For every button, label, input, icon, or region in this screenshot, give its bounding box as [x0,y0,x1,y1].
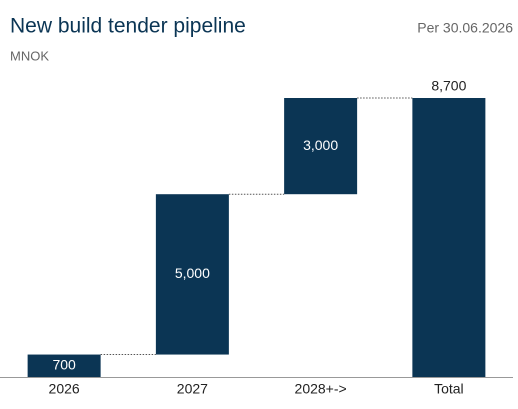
date-note: Per 30.06.2026 [417,20,513,36]
bar [284,98,358,195]
chart-title: New build tender pipeline [10,15,246,38]
value-label: 700 [52,356,76,372]
bar [412,98,486,377]
bar [27,354,101,377]
value-label: 8,700 [431,78,466,94]
value-label: 3,000 [303,137,338,153]
x-tick-label: 2026 [49,381,80,397]
x-tick-label: 2028+-> [295,381,347,397]
value-label: 5,000 [175,265,210,281]
unit-label: MNOK [10,48,49,63]
x-tick-label: Total [434,381,464,397]
x-tick-label: 2027 [177,381,208,397]
bar [155,194,229,355]
